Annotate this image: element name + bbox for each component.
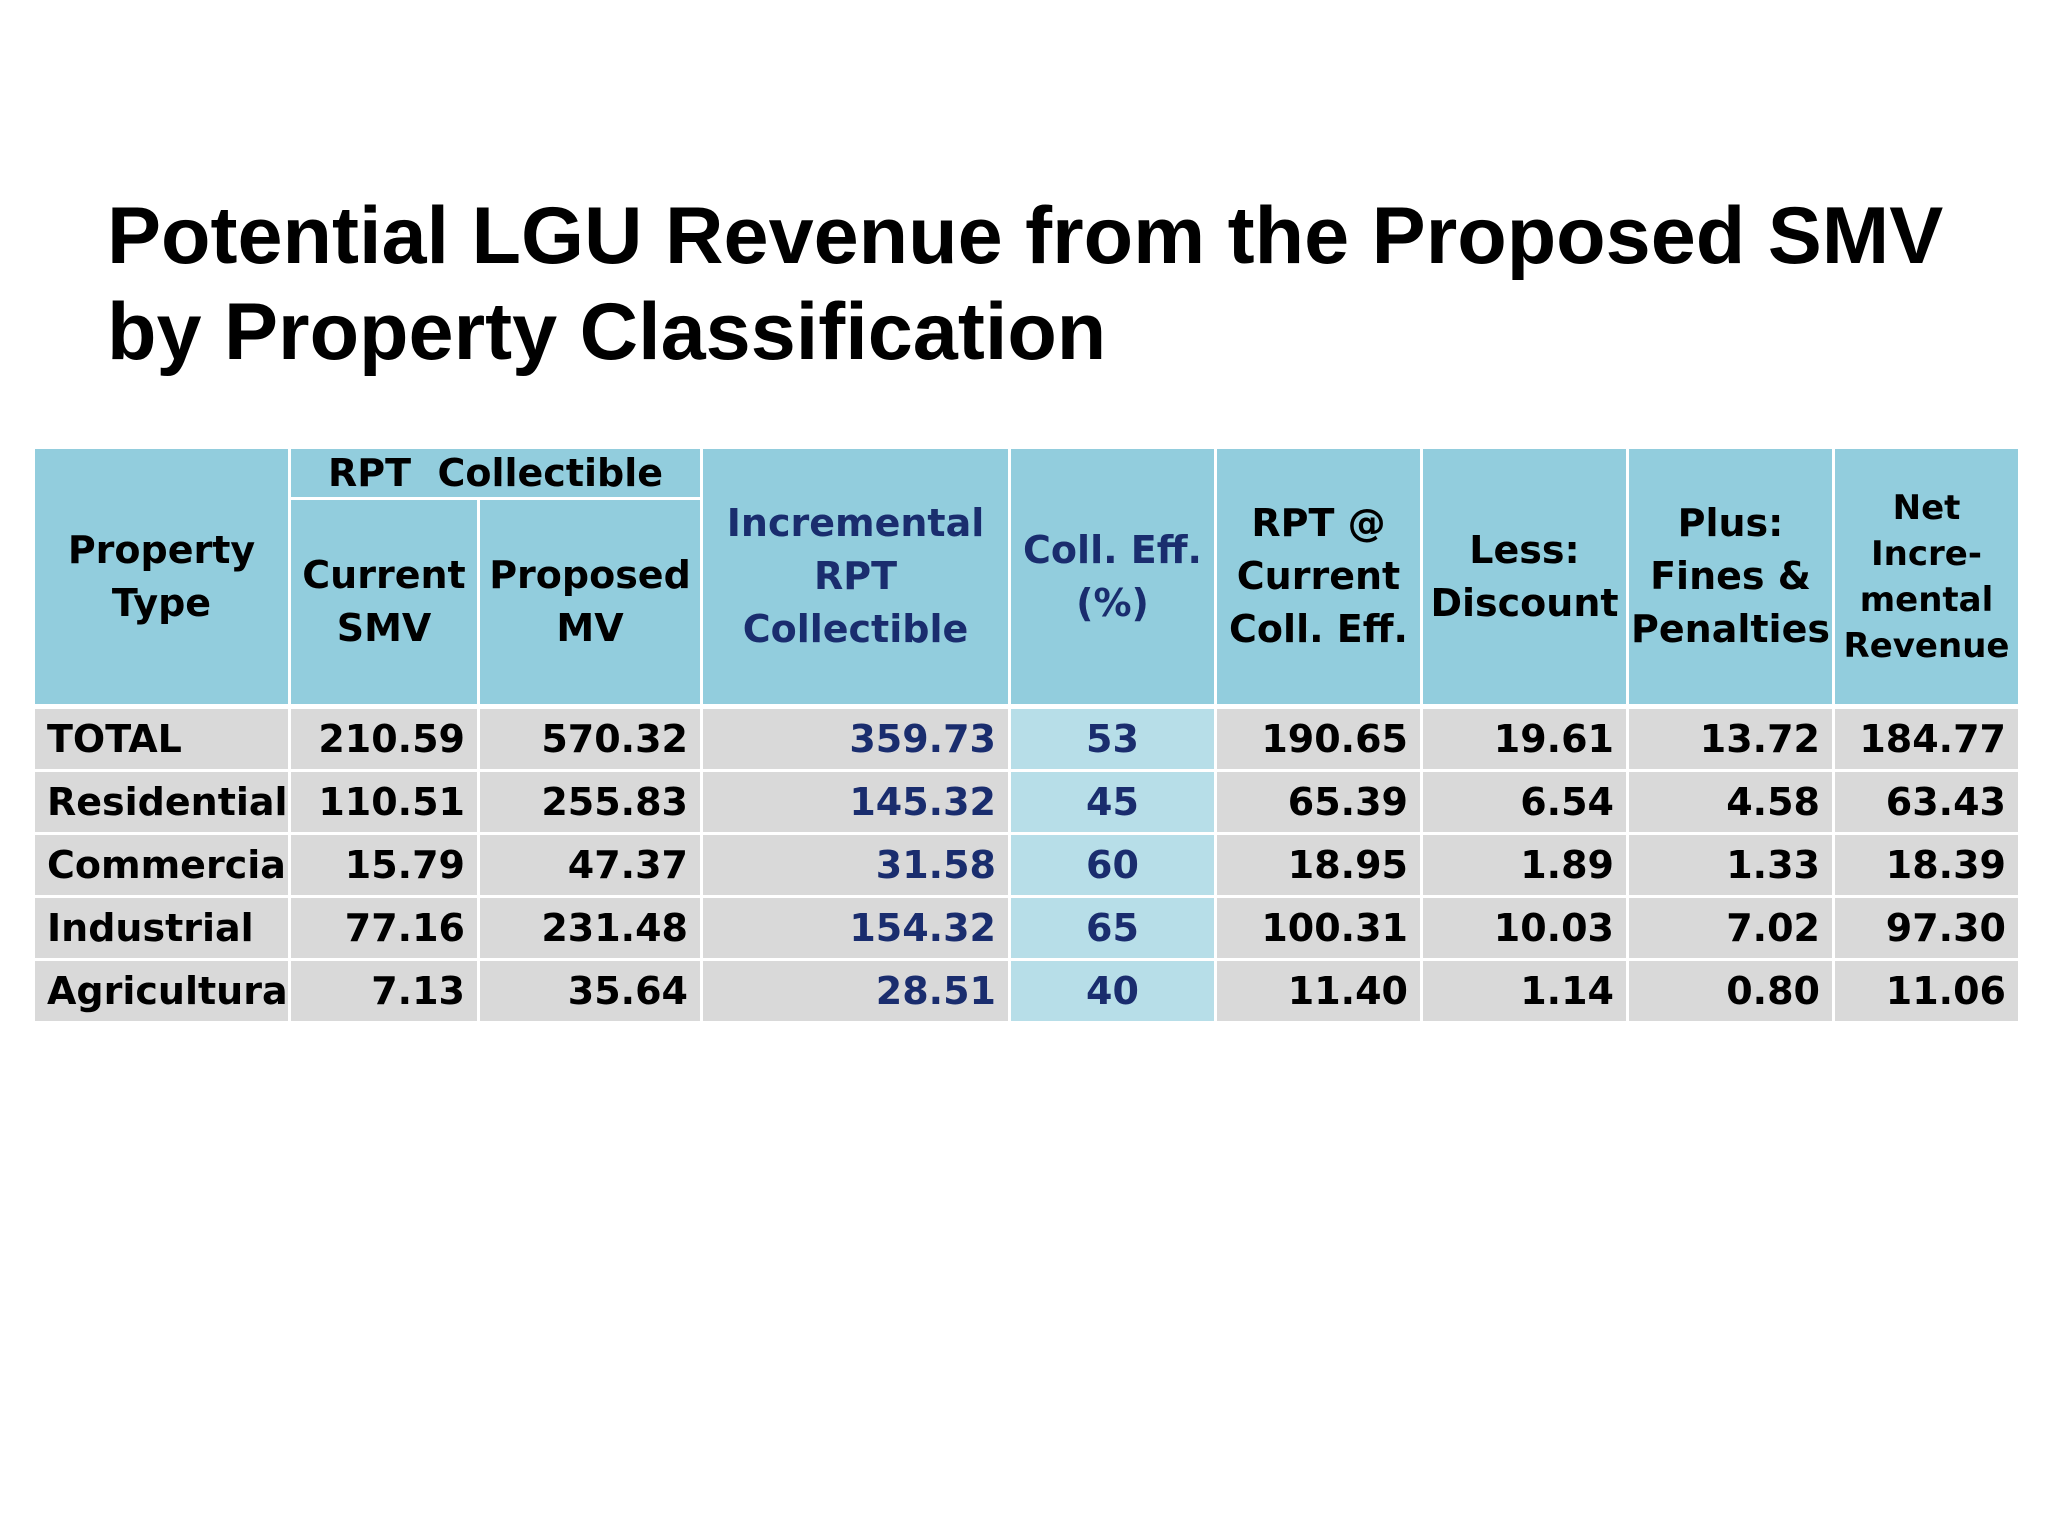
cell-coll-eff: 53 <box>1008 704 1217 772</box>
cell-coll-eff: 60 <box>1008 832 1217 898</box>
slide-title: Potential LGU Revenue from the Proposed … <box>107 188 1987 380</box>
cell-net: 63.43 <box>1832 769 2021 835</box>
cell-proposed-mv: 47.37 <box>477 832 703 898</box>
cell-coll-eff: 45 <box>1008 769 1217 835</box>
header-incremental-rpt: Incremental RPT Collectible <box>700 446 1011 708</box>
cell-fines: 0.80 <box>1626 958 1835 1024</box>
header-current-smv: Current SMV <box>288 497 480 708</box>
header-coll-eff: Coll. Eff. (%) <box>1008 446 1217 708</box>
header-rpt-collectible: RPT Collectible <box>288 446 703 500</box>
table-row-total: TOTAL 210.59 570.32 359.73 53 190.65 19.… <box>32 704 2021 772</box>
cell-current-smv: 110.51 <box>288 769 480 835</box>
cell-discount: 19.61 <box>1420 704 1629 772</box>
cell-discount: 10.03 <box>1420 895 1629 961</box>
cell-rpt-current: 190.65 <box>1214 704 1423 772</box>
header-net-incremental: Net Incre- mental Revenue <box>1832 446 2021 708</box>
cell-property-type: Commercial <box>32 832 291 898</box>
cell-rpt-current: 11.40 <box>1214 958 1423 1024</box>
header-rpt-at-current: RPT @ Current Coll. Eff. <box>1214 446 1423 708</box>
cell-property-type: TOTAL <box>32 704 291 772</box>
cell-net: 11.06 <box>1832 958 2021 1024</box>
table-row-commercial: Commercial 15.79 47.37 31.58 60 18.95 1.… <box>32 832 2021 898</box>
revenue-table: Property Type RPT Collectible Incrementa… <box>32 446 2021 1024</box>
cell-fines: 4.58 <box>1626 769 1835 835</box>
cell-coll-eff: 65 <box>1008 895 1217 961</box>
cell-incremental: 28.51 <box>700 958 1011 1024</box>
table-row-industrial: Industrial 77.16 231.48 154.32 65 100.31… <box>32 895 2021 961</box>
cell-rpt-current: 65.39 <box>1214 769 1423 835</box>
header-proposed-mv: Proposed MV <box>477 497 703 708</box>
cell-fines: 7.02 <box>1626 895 1835 961</box>
table-header: Property Type RPT Collectible Incrementa… <box>32 446 2021 708</box>
cell-net: 18.39 <box>1832 832 2021 898</box>
cell-coll-eff: 40 <box>1008 958 1217 1024</box>
cell-current-smv: 77.16 <box>288 895 480 961</box>
cell-rpt-current: 100.31 <box>1214 895 1423 961</box>
cell-current-smv: 7.13 <box>288 958 480 1024</box>
cell-current-smv: 210.59 <box>288 704 480 772</box>
table-body: TOTAL 210.59 570.32 359.73 53 190.65 19.… <box>32 704 2021 1024</box>
title-line-2: by Property Classification <box>107 287 1107 377</box>
cell-rpt-current: 18.95 <box>1214 832 1423 898</box>
header-plus-fines: Plus: Fines & Penalties <box>1626 446 1835 708</box>
cell-incremental: 145.32 <box>700 769 1011 835</box>
title-line-1: Potential LGU Revenue from the Proposed … <box>107 191 1944 281</box>
cell-proposed-mv: 570.32 <box>477 704 703 772</box>
table-row-agricultural: Agricultural 7.13 35.64 28.51 40 11.40 1… <box>32 958 2021 1024</box>
cell-fines: 1.33 <box>1626 832 1835 898</box>
cell-net: 97.30 <box>1832 895 2021 961</box>
cell-incremental: 154.32 <box>700 895 1011 961</box>
cell-proposed-mv: 35.64 <box>477 958 703 1024</box>
cell-discount: 6.54 <box>1420 769 1629 835</box>
table-row-residential: Residential 110.51 255.83 145.32 45 65.3… <box>32 769 2021 835</box>
header-less-discount: Less: Discount <box>1420 446 1629 708</box>
cell-fines: 13.72 <box>1626 704 1835 772</box>
cell-proposed-mv: 231.48 <box>477 895 703 961</box>
cell-discount: 1.89 <box>1420 832 1629 898</box>
cell-property-type: Industrial <box>32 895 291 961</box>
cell-proposed-mv: 255.83 <box>477 769 703 835</box>
cell-net: 184.77 <box>1832 704 2021 772</box>
header-property-type: Property Type <box>32 446 291 708</box>
cell-incremental: 31.58 <box>700 832 1011 898</box>
cell-incremental: 359.73 <box>700 704 1011 772</box>
cell-discount: 1.14 <box>1420 958 1629 1024</box>
cell-property-type: Agricultural <box>32 958 291 1024</box>
cell-current-smv: 15.79 <box>288 832 480 898</box>
cell-property-type: Residential <box>32 769 291 835</box>
